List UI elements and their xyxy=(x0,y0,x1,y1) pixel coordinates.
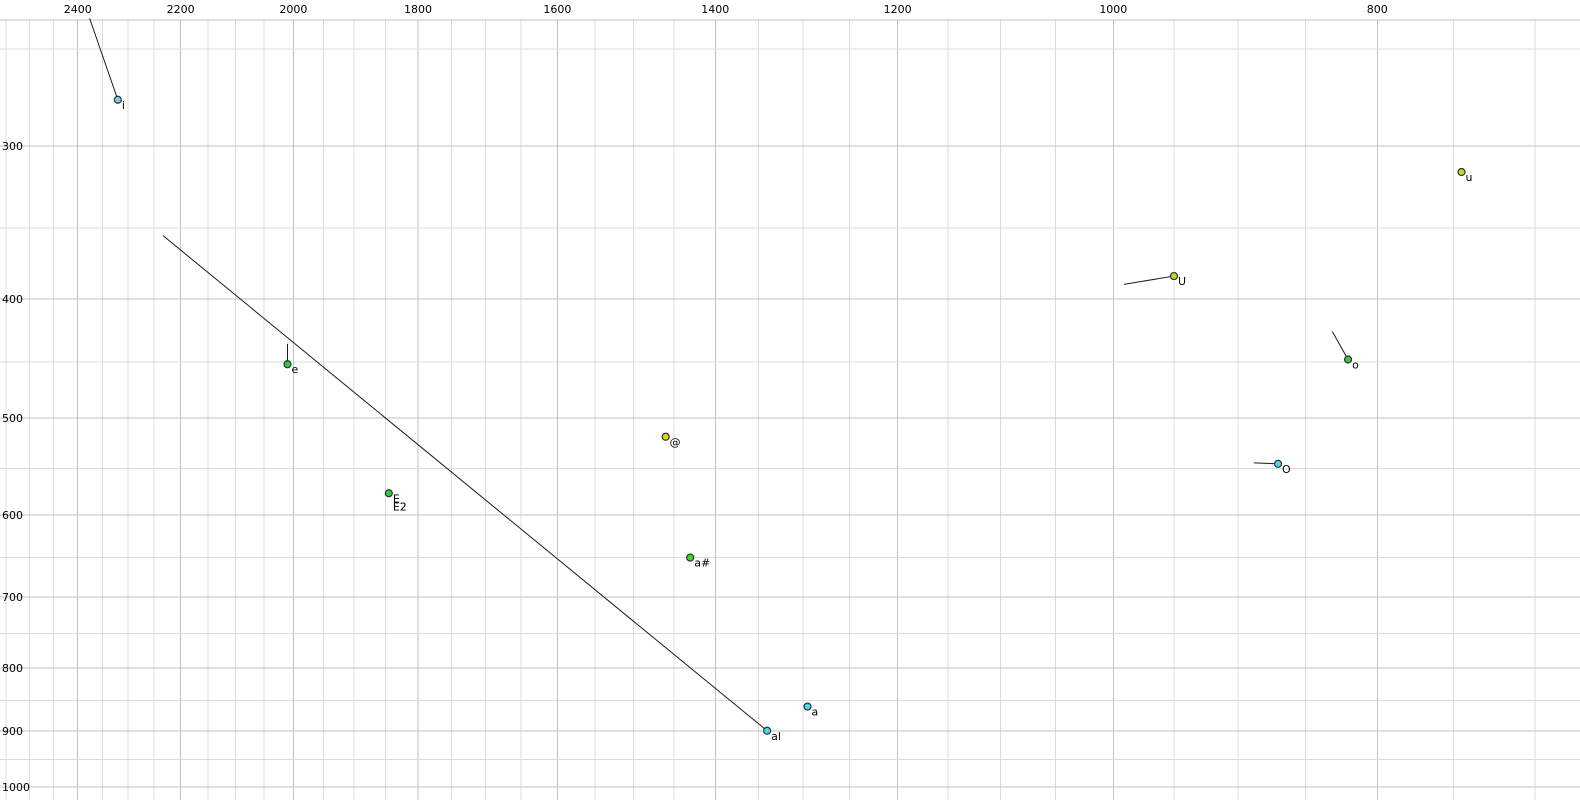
x-axis-tick-label: 1800 xyxy=(404,3,432,16)
y-axis-tick-label: 600 xyxy=(2,509,23,522)
vowel-point-@[interactable] xyxy=(661,432,670,441)
vowel-label-al: al xyxy=(771,730,781,743)
trajectory-al xyxy=(162,235,768,732)
y-axis-tick-label: 400 xyxy=(2,293,23,306)
x-axis-tick-label: 1600 xyxy=(543,3,571,16)
vowel-point-i[interactable] xyxy=(113,95,122,104)
vowel-point-al[interactable] xyxy=(763,726,772,735)
x-axis-tick-label: 800 xyxy=(1367,3,1388,16)
y-axis-tick-label: 700 xyxy=(2,591,23,604)
vowel-label-U: U xyxy=(1178,275,1186,288)
x-axis-tick-label: 1400 xyxy=(701,3,729,16)
y-axis-tick-label: 800 xyxy=(2,662,23,675)
y-axis-tick-label: 300 xyxy=(2,140,23,153)
vowel-point-e[interactable] xyxy=(283,360,292,369)
vowel-point-E[interactable] xyxy=(384,489,393,498)
vowel-label-@: @ xyxy=(670,436,681,449)
x-axis-tick-label: 2200 xyxy=(167,3,195,16)
vowel-label-u: u xyxy=(1466,171,1473,184)
x-axis-tick-label: 2000 xyxy=(279,3,307,16)
vowel-point-o[interactable] xyxy=(1343,355,1353,364)
vowel-label-a: a xyxy=(812,706,819,719)
vowel-label-o: o xyxy=(1352,358,1359,371)
vowel-point-u[interactable] xyxy=(1457,167,1466,177)
x-axis-tick-label: 1200 xyxy=(884,3,912,16)
vowel-label-e: e xyxy=(291,363,298,376)
trajectory-o xyxy=(1331,331,1349,360)
trajectory-i xyxy=(89,18,119,100)
vowel-point-U[interactable] xyxy=(1169,271,1179,281)
x-axis-tick-label: 2400 xyxy=(64,3,92,16)
vowel-label-O: O xyxy=(1282,463,1291,476)
vowel-label-a#: a# xyxy=(694,557,710,570)
vowel-point-a#[interactable] xyxy=(686,553,695,562)
vowel-label-i: i xyxy=(122,99,125,112)
vowel-point-a[interactable] xyxy=(803,702,812,711)
trajectory-U xyxy=(1123,275,1175,285)
vowel-label-E: E xyxy=(393,492,400,505)
y-axis-tick-label: 1000 xyxy=(2,781,30,794)
vowel-point-O[interactable] xyxy=(1273,459,1283,468)
y-axis-tick-label: 900 xyxy=(2,725,23,738)
vowel-label-E2: E2 xyxy=(393,501,407,514)
x-axis-tick-label: 1000 xyxy=(1099,3,1127,16)
y-axis-tick-label: 500 xyxy=(2,412,23,425)
